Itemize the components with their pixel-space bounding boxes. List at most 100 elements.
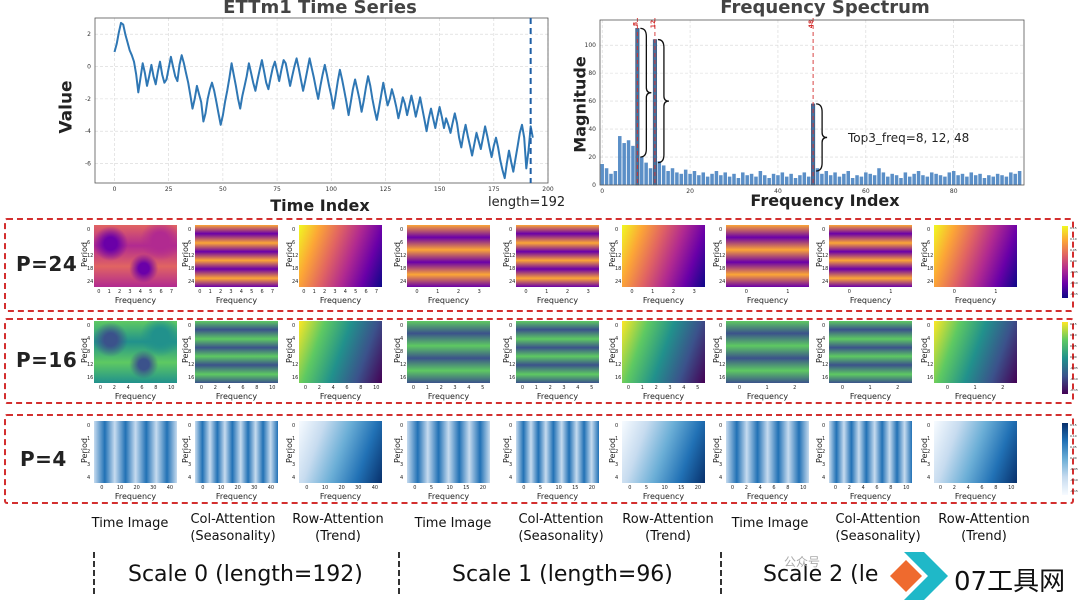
heatmap-ylabel: Period <box>919 242 929 267</box>
heatmap-x-tick: 0 <box>198 289 202 295</box>
heatmap: 0 1 2 3 4 0 10 20 30 40 Frequency Period <box>181 421 285 503</box>
heatmap-y-tick: 3 <box>719 462 723 468</box>
heatmap-y-tick: 3 <box>615 462 619 468</box>
spectrum-bar <box>842 173 846 185</box>
heatmap-x-tick: 2 <box>671 289 676 295</box>
spectrum-bar <box>864 172 868 185</box>
series-line <box>113 21 534 180</box>
x-tick-label: 40 <box>774 188 782 195</box>
column-label: Row-Attention (Trend) <box>283 511 393 545</box>
spectrum-xlabel: Frequency Index <box>750 191 900 210</box>
plot-frame <box>599 19 1025 186</box>
y-tick-label: -2 <box>85 96 91 103</box>
heatmap-x-tick: 20 <box>694 485 702 491</box>
heatmap-x-tick: 20 <box>133 485 140 491</box>
spectrum-bar <box>929 172 934 185</box>
x-tick-label: 200 <box>542 186 554 193</box>
spectrum-bar <box>890 173 894 185</box>
colorbar-tick: -0.05 <box>1070 366 1078 370</box>
heatmap-y-tick: 0 <box>822 323 826 329</box>
column-label: Col-Attention (Seasonality) <box>506 511 616 545</box>
heatmap-y-tick: 12 <box>87 362 94 368</box>
heatmap-x-tick: 1 <box>994 289 998 295</box>
spectrum-bar <box>1000 175 1004 185</box>
heatmap: 0 4 8 12 16 0 1 2 3 4 5 Frequency Period <box>393 321 497 403</box>
heatmap: 0 4 8 12 16 0 2 4 6 8 10 Frequency Period <box>285 321 389 403</box>
heatmap-x-tick: 20 <box>588 485 596 491</box>
heatmap-x-tick: 0 <box>847 289 851 295</box>
y-tick-label: 60 <box>588 98 596 105</box>
column-label-line2: (Seasonality) <box>835 529 921 544</box>
heatmap-x-tick: 40 <box>267 485 275 491</box>
column-label-line2: (Seasonality) <box>190 529 276 544</box>
column-label-line1: Time Image <box>414 516 492 531</box>
scale-label-0: Scale 0 (length=192) <box>128 562 363 587</box>
spectrum-bar <box>793 178 798 185</box>
heatmap-x-tick: 2 <box>112 385 116 391</box>
spectrum-bar <box>714 171 719 185</box>
heatmap-x-tick: 40 <box>166 485 174 491</box>
heatmap-x-tick: 10 <box>217 485 225 491</box>
heatmap-x-tick: 0 <box>840 385 845 391</box>
heatmap-x-tick: 1 <box>765 385 769 391</box>
heatmap-x-tick: 1 <box>973 385 977 391</box>
y-tick-label: 20 <box>588 154 596 161</box>
heatmap-image <box>622 421 705 483</box>
heatmap-x-tick: 1 <box>208 289 212 295</box>
heatmap-y-tick: 18 <box>822 266 829 272</box>
heatmap-y-tick: 18 <box>292 266 299 272</box>
y-tick-label: -4 <box>85 128 91 135</box>
heatmap-xlabel: Frequency <box>114 492 157 501</box>
spectrum-bar <box>679 173 684 185</box>
colorbar-tick: -0.15 <box>1070 489 1078 493</box>
heatmap-y-tick: 4 <box>927 336 931 342</box>
heatmap-y-tick: 1 <box>188 436 192 442</box>
heatmap-x-tick: 0 <box>98 385 103 391</box>
heatmap: 0 1 2 3 4 0 5 10 15 20 Frequency Period <box>608 421 712 503</box>
heatmap-y-tick: 4 <box>188 475 192 481</box>
heatmap-image <box>622 225 705 287</box>
heatmap: 0 6 12 18 24 0 1 2 3 Frequency Period <box>393 225 497 307</box>
heatmap-x-tick: 2 <box>322 289 327 295</box>
heatmap-image <box>94 421 177 483</box>
heatmap-x-tick: 0 <box>952 289 956 295</box>
column-label-line1: Row-Attention <box>622 512 714 527</box>
heatmap: 0 6 12 18 24 0 1 Frequency Period <box>712 225 816 307</box>
x-tick-label: 100 <box>326 186 338 193</box>
brace-12 <box>657 38 669 164</box>
heatmap-y-tick: 12 <box>615 362 622 368</box>
colorbar <box>1062 226 1068 298</box>
colorbar-tick: -0.05 <box>1070 467 1078 471</box>
spectrum-bar <box>881 172 886 185</box>
heatmap-y-tick: 6 <box>188 240 192 246</box>
y-tick-label: -6 <box>85 161 91 168</box>
heatmap-image <box>934 421 1017 483</box>
heatmap-x-tick: 2 <box>952 485 956 491</box>
column-label: Row-Attention (Trend) <box>613 511 723 545</box>
heatmap-y-tick: 0 <box>509 227 513 233</box>
heatmap-x-tick: 10 <box>168 385 175 391</box>
heatmap-x-tick: 1 <box>868 385 872 391</box>
heatmap-y-tick: 1 <box>509 436 513 442</box>
spectrum-bar <box>1009 172 1013 185</box>
heatmap-y-tick: 8 <box>927 349 931 355</box>
column-label-line1: Col-Attention <box>518 512 604 527</box>
heatmap-x-tick: 4 <box>126 385 130 391</box>
column-label-line2: (Trend) <box>961 529 1007 544</box>
colorbar-tick: -0.15 <box>1070 388 1078 392</box>
heatmap-y-tick: 4 <box>87 336 91 342</box>
spectrum-bar <box>899 178 903 185</box>
heatmap-y-tick: 4 <box>719 475 723 481</box>
heatmap-x-tick: 2 <box>218 289 223 295</box>
spectrum-bar <box>639 157 644 185</box>
y-tick-label: 100 <box>585 42 597 49</box>
heatmap-ylabel: Period <box>284 338 294 363</box>
spectrum-bar <box>969 172 974 185</box>
heatmap-image <box>726 321 809 383</box>
spectrum-bar <box>688 173 692 185</box>
heatmap-x-tick: 4 <box>576 385 580 391</box>
heatmap: 0 4 8 12 16 0 2 4 6 8 10 Frequency Period <box>80 321 184 403</box>
spectrum-bar <box>727 176 732 185</box>
heatmap-ylabel: Period <box>501 338 511 363</box>
heatmap-y-tick: 4 <box>822 475 826 481</box>
